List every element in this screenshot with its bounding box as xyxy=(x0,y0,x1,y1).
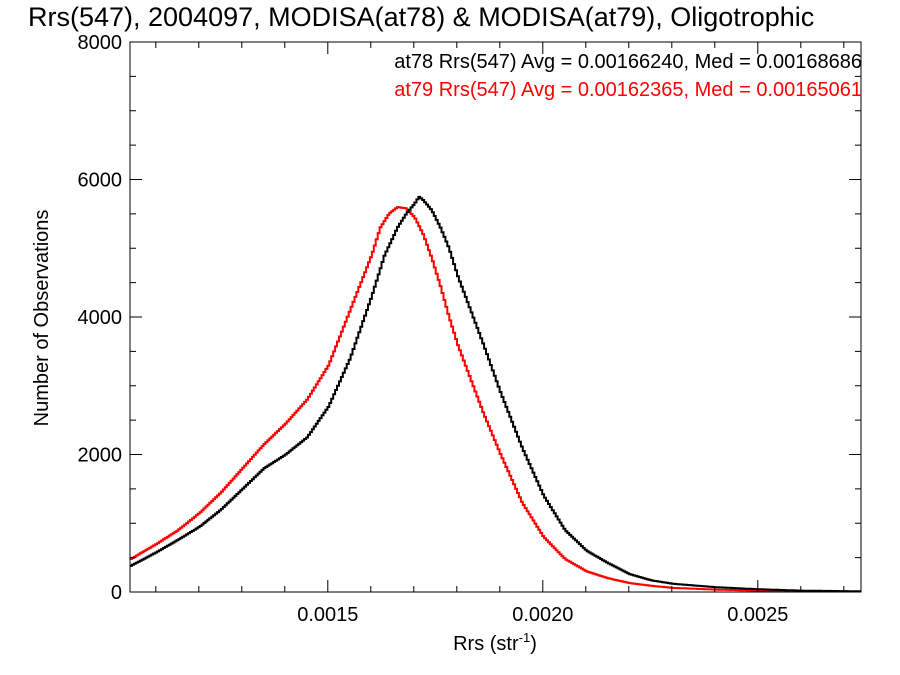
y-tick-label: 4000 xyxy=(78,307,123,329)
series-line-at79 xyxy=(130,206,861,592)
chart-title: Rrs(547), 2004097, MODISA(at78) & MODISA… xyxy=(28,2,814,32)
legend-entry-at78: at78 Rrs(547) Avg = 0.00166240, Med = 0.… xyxy=(394,51,862,73)
series-layer xyxy=(130,195,861,592)
x-axis-label-exponent: -1 xyxy=(519,630,531,645)
y-tick-label: 0 xyxy=(111,582,122,604)
plot-frame xyxy=(129,41,862,593)
x-axis-label: Rrs (str-1) xyxy=(453,630,537,655)
series-line-at78 xyxy=(130,195,861,592)
y-tick-label: 6000 xyxy=(78,170,123,192)
x-tick-label: 0.0020 xyxy=(512,604,573,626)
axis-layer: 0.0015 0.0020 0.0025 0 2000 4000 6000 8000 xyxy=(78,32,861,626)
legend: at78 Rrs(547) Avg = 0.00166240, Med = 0.… xyxy=(394,51,862,101)
legend-entry-at79: at79 Rrs(547) Avg = 0.00162365, Med = 0.… xyxy=(394,79,862,101)
x-tick-label: 0.0025 xyxy=(727,604,788,626)
y-tick-label: 8000 xyxy=(78,32,123,54)
x-tick-label: 0.0015 xyxy=(297,604,358,626)
y-tick-label: 2000 xyxy=(78,445,123,467)
x-axis-label-main: Rrs (str xyxy=(453,633,519,655)
y-axis-label: Number of Observations xyxy=(31,210,53,427)
x-axis-label-close: ) xyxy=(530,633,537,655)
